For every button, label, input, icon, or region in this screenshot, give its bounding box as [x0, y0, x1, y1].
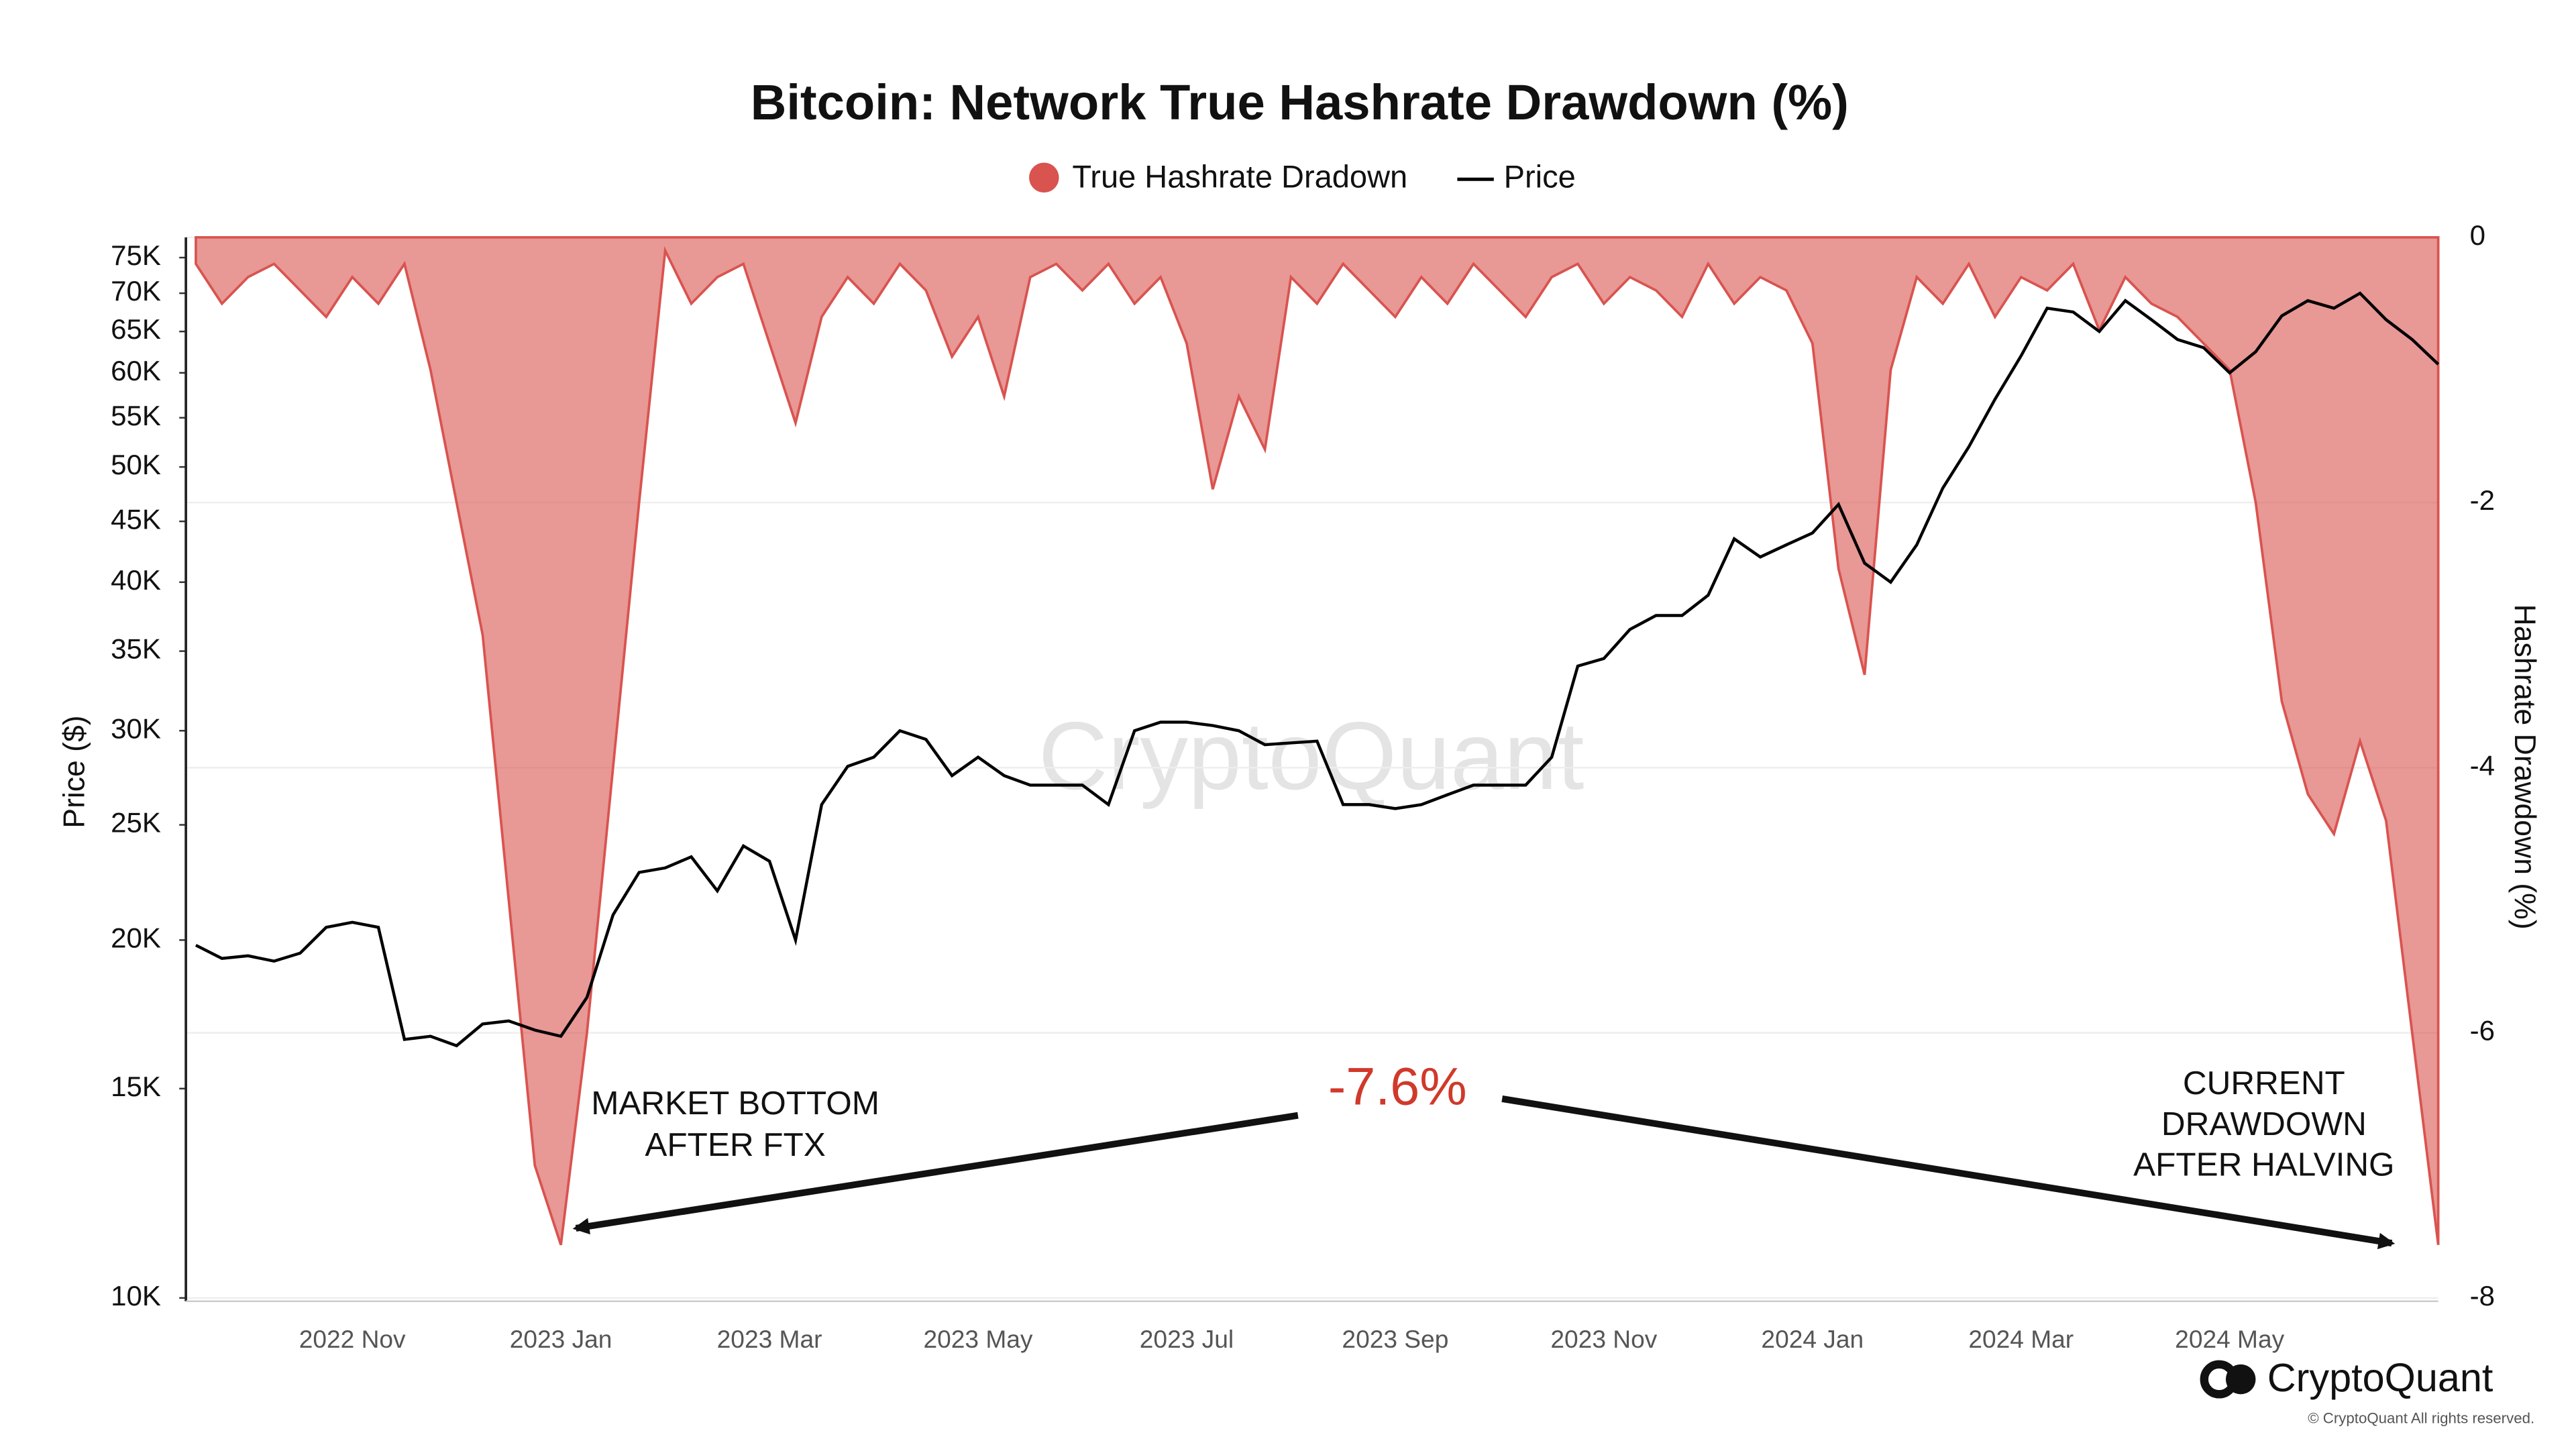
legend-marker [1029, 162, 1059, 193]
y-tick-label: 75K [111, 239, 161, 271]
annotation: MARKET BOTTOM [591, 1085, 879, 1122]
arrow-left [572, 1112, 1299, 1235]
x-tick-label: 2023 Jul [1140, 1325, 1234, 1353]
copyright: © CryptoQuant All rights reserved. [2308, 1409, 2534, 1426]
annotation: AFTER HALVING [2133, 1146, 2394, 1183]
y2-tick-label: 0 [2470, 219, 2485, 251]
y-tick-label: 50K [111, 449, 161, 480]
y-tick-label: 65K [111, 313, 161, 345]
price-line [195, 291, 2440, 1048]
y-tick-label: 70K [111, 275, 161, 307]
x-tick-label: 2023 Jan [510, 1325, 612, 1353]
brand-name: CryptoQuant [2267, 1355, 2493, 1400]
drawdown-area [195, 235, 2440, 1246]
y-tick-label: 60K [111, 355, 161, 386]
y2-tick-label: -8 [2470, 1280, 2495, 1311]
y-tick-label: 25K [111, 807, 161, 839]
y-tick-label: 40K [111, 564, 161, 596]
y-tick-label: 15K [111, 1071, 161, 1102]
x-tick-label: 2023 Nov [1550, 1325, 1657, 1353]
x-tick-label: 2023 Mar [717, 1325, 822, 1353]
y-tick-label: 35K [111, 633, 161, 665]
x-tick-label: 2024 May [2175, 1325, 2284, 1353]
legend-label: Price [1504, 159, 1576, 195]
annotation: AFTER FTX [645, 1126, 825, 1163]
x-tick-label: 2024 Jan [1761, 1325, 1864, 1353]
y-tick-label: 10K [111, 1280, 161, 1311]
y2-tick-label: -4 [2470, 749, 2495, 781]
x-tick-label: 2024 Mar [1968, 1325, 2074, 1353]
annotation: CURRENT [2183, 1065, 2345, 1102]
y2-tick-label: -2 [2470, 484, 2495, 516]
x-tick-label: 2023 Sep [1342, 1325, 1448, 1353]
x-tick-label: 2023 May [924, 1325, 1033, 1353]
y-tick-label: 30K [111, 712, 161, 744]
chart-title: Bitcoin: Network True Hashrate Drawdown … [751, 74, 1849, 130]
y-axis-label: Price ($) [58, 715, 91, 828]
y-tick-label: 20K [111, 922, 161, 953]
y2-axis-label: Hashrate Drawdown (%) [2508, 604, 2541, 930]
y2-tick-label: -6 [2470, 1015, 2495, 1046]
watermark: CryptoQuant [1038, 702, 1585, 810]
x-tick-label: 2022 Nov [299, 1325, 406, 1353]
legend-label: True Hashrate Dradown [1072, 159, 1407, 195]
brand-logo [2200, 1360, 2256, 1399]
arrow-right [1501, 1095, 2396, 1250]
annotation: DRAWDOWN [2161, 1106, 2367, 1142]
y-tick-label: 55K [111, 400, 161, 431]
annotation: -7.6% [1328, 1056, 1467, 1116]
y-tick-label: 45K [111, 503, 161, 535]
